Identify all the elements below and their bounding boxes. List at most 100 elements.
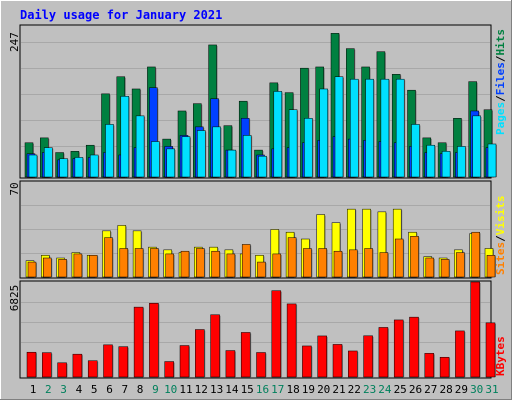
day-label: 26 [409,383,422,396]
sites-bar [88,255,98,278]
kbytes-bar [424,353,435,378]
day-label: 30 [470,383,483,396]
pages-bar [365,78,374,178]
kbytes-bar [57,362,67,378]
pages-bar [89,154,99,178]
kbytes-bar [240,332,251,378]
day-label: 29 [455,383,468,396]
legend-files: Files [494,62,507,95]
sites-bar [394,238,404,278]
day-label: 22 [348,383,361,396]
legend-sep-2: / [494,55,507,62]
day-label: 19 [302,383,315,396]
sites-bar [43,257,52,278]
pages-bar [166,148,175,178]
day-label: 6 [106,383,113,396]
pages-bar [319,88,328,178]
pages-bar [273,91,283,178]
kbytes-bar [256,352,266,378]
kbytes-bar [72,353,83,378]
pages-bar [105,124,114,178]
day-label: 3 [60,383,67,396]
pages-bar [227,149,237,178]
sites-bar [272,253,282,278]
pages-bar [28,154,38,178]
kbytes-bar [42,352,52,378]
day-label: 24 [378,383,392,396]
sites-bar [150,248,159,278]
day-label: 28 [439,383,452,396]
kbytes-bar [332,344,343,378]
sites-bar [456,252,465,278]
day-label: 7 [121,383,128,396]
pages-bar [197,130,206,178]
sites-bar [318,248,327,278]
pages-bar [74,157,84,178]
sites-bar [287,237,297,278]
day-label: 2 [45,383,52,396]
sites-bar [410,236,419,278]
sites-bar [211,250,220,278]
kbytes-bar [118,346,129,378]
legend-sites: Sites [494,242,507,275]
sites-bar [379,252,389,278]
pages-bar [242,135,252,178]
kbytes-bar [103,344,113,378]
day-label: 12 [195,383,208,396]
day-label: 16 [256,383,269,396]
pages-bar [487,143,497,178]
sites-bar [119,248,129,278]
day-label: 17 [271,383,284,396]
bottom-max-label: 6825 [8,285,21,312]
pages-bar [441,151,451,178]
day-label: 8 [137,383,144,396]
sites-bar [58,259,67,278]
kbytes-bar [439,356,450,378]
middle-max-label: 70 [8,182,21,195]
pages-bar [212,126,221,178]
day-label: 1 [30,383,37,396]
legend-kbytes: KBytes [494,336,507,376]
pages-bar [395,78,405,178]
kbytes-bar [378,327,389,378]
pages-bar [181,136,191,178]
kbytes-bar [26,351,37,378]
sites-bar [165,253,174,278]
kbytes-bar [164,361,174,378]
kbytes-bar [409,316,419,378]
legend-sep-1: / [494,95,507,102]
sites-bar [471,231,480,278]
kbytes-bar [286,303,297,378]
pages-bar [151,141,160,178]
day-label: 23 [363,383,376,396]
top-max-label: 247 [8,32,21,52]
pages-bar [411,124,420,178]
legend-top: Pages/Files/Hits [494,29,507,135]
sites-bar [364,248,373,278]
legend-bottom: KBytes [494,336,507,376]
day-label: 14 [225,383,239,396]
kbytes-bar [455,330,465,378]
legend-hits: Hits [494,29,507,56]
sites-bar [440,259,450,278]
kbytes-bar [133,306,144,378]
bars-layer [24,33,497,378]
kbytes-bar [470,281,480,378]
kbytes-bar [393,319,404,378]
legend-middle: Sites/Visits [494,196,507,276]
day-label: 21 [332,383,345,396]
kbytes-bar [348,350,358,378]
pages-bar [426,144,436,178]
pages-bar [120,96,130,178]
sites-bar [73,253,83,278]
day-label: 31 [485,383,498,396]
day-label: 18 [286,383,299,396]
pages-bar [258,155,267,178]
sites-bar [303,248,312,278]
kbytes-bar [195,329,205,378]
sites-bar [425,257,435,278]
kbytes-bar [485,322,496,378]
sites-bar [349,249,358,278]
legend-pages: Pages [494,102,507,135]
